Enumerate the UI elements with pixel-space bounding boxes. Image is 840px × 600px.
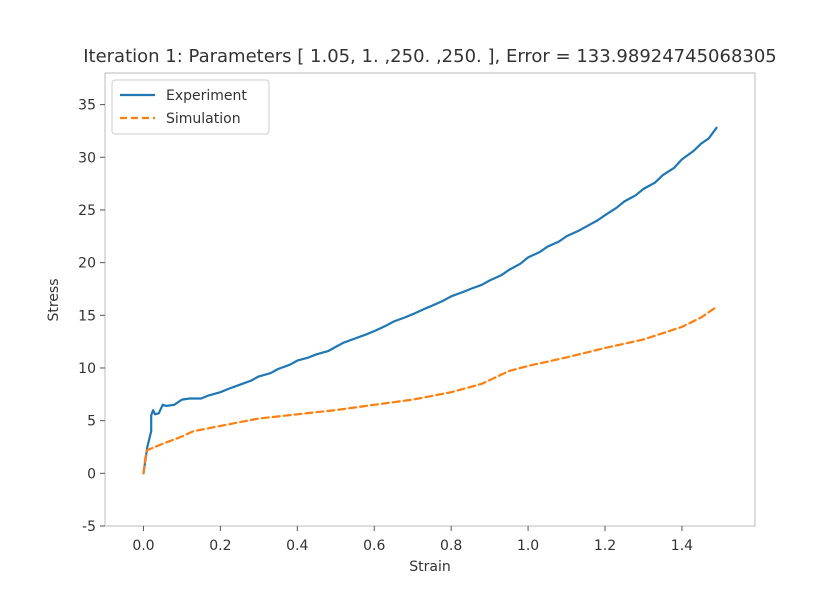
y-tick-label: 10	[78, 361, 96, 377]
x-axis-ticks: 0.0 0.2 0.4 0.6 0.8 1.0 1.2 1.4	[132, 526, 693, 554]
series-line-simulation	[142, 305, 718, 475]
plot-area-frame	[104, 72, 756, 527]
y-tick-label: 35	[78, 98, 96, 114]
y-axis-ticks: -5 0 5 10 15 20 25 30 35	[78, 98, 105, 535]
x-tick-label: 0.0	[132, 538, 154, 554]
x-tick-label: 1.0	[517, 538, 539, 554]
x-axis-label: Strain	[409, 559, 450, 575]
x-tick-label: 0.6	[363, 538, 385, 554]
y-tick-label: 0	[87, 466, 96, 482]
y-tick-label: 15	[78, 308, 96, 324]
x-tick-label: 0.2	[209, 538, 231, 554]
legend-label-experiment: Experiment	[166, 88, 247, 104]
x-tick-label: 0.8	[440, 538, 462, 554]
legend-box	[111, 79, 270, 135]
y-tick-label: 5	[87, 414, 96, 430]
x-tick-label: 1.4	[671, 538, 693, 554]
y-tick-label: 30	[78, 150, 96, 166]
series-layer	[142, 126, 718, 475]
x-tick-label: 0.4	[286, 538, 308, 554]
legend-label-simulation: Simulation	[166, 111, 241, 127]
y-tick-label: 20	[78, 256, 96, 272]
legend: Experiment Simulation	[111, 79, 270, 135]
series-line-experiment	[142, 126, 718, 475]
chart-title: Iteration 1: Parameters [ 1.05, 1. ,250.…	[83, 46, 777, 67]
y-tick-label: 25	[78, 203, 96, 219]
y-axis-label: Stress	[46, 278, 62, 321]
y-tick-label: -5	[82, 519, 96, 535]
x-tick-label: 1.2	[594, 538, 616, 554]
